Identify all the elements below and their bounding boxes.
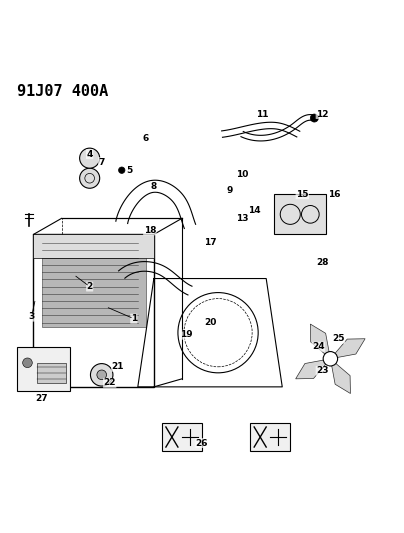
Text: 20: 20 [204,318,216,327]
Text: 22: 22 [103,378,116,387]
Polygon shape [330,359,350,393]
Text: 8: 8 [151,182,157,191]
Text: 12: 12 [316,110,328,118]
Circle shape [97,370,107,379]
Text: 91J07 400A: 91J07 400A [17,84,109,99]
Text: 25: 25 [332,334,345,343]
Bar [38,363,65,383]
Text: 18: 18 [143,226,156,235]
Polygon shape [330,338,365,359]
Circle shape [178,293,258,373]
Text: 17: 17 [204,238,216,247]
Circle shape [80,168,100,188]
Text: 13: 13 [236,214,248,223]
Text: 10: 10 [236,169,248,179]
Text: 16: 16 [328,190,341,199]
Text: 14: 14 [248,206,261,215]
Circle shape [323,352,338,366]
Text: 3: 3 [28,312,35,321]
Bar [162,423,202,451]
Circle shape [310,114,318,122]
Text: 24: 24 [312,342,325,351]
Text: 7: 7 [99,158,105,167]
Circle shape [90,364,113,386]
Text: 28: 28 [316,258,328,267]
Bar [34,235,154,387]
Text: 21: 21 [112,362,124,372]
Text: 5: 5 [127,166,133,175]
Polygon shape [296,359,330,379]
Bar [42,238,146,327]
Polygon shape [310,324,330,359]
Text: 15: 15 [296,190,309,199]
Circle shape [118,167,125,173]
Text: 4: 4 [86,150,93,159]
Text: 19: 19 [180,330,192,339]
Circle shape [23,358,32,368]
Text: 27: 27 [35,394,48,403]
Bar [17,347,69,391]
Text: 9: 9 [227,186,233,195]
Text: 2: 2 [86,282,93,291]
Text: 23: 23 [316,366,328,375]
Bar [250,423,290,451]
Text: 1: 1 [130,314,137,323]
Text: 26: 26 [196,439,208,448]
Text: 11: 11 [256,110,268,118]
Circle shape [80,148,100,168]
Text: 6: 6 [143,134,149,143]
Bar [34,235,154,259]
Bar [274,195,326,235]
